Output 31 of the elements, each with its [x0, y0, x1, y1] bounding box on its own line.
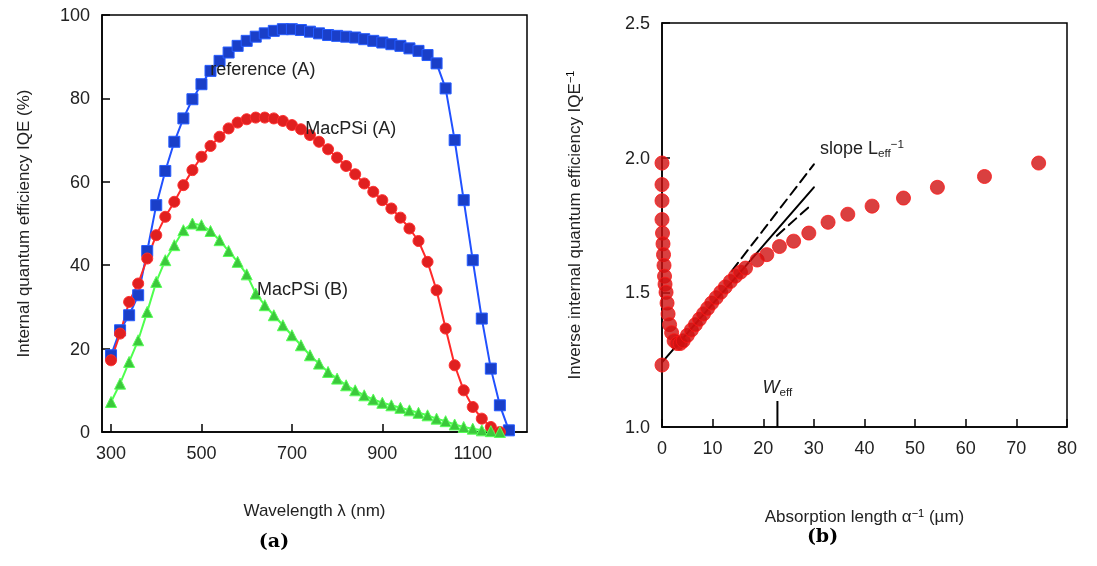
y-tick-label: 2.5: [624, 13, 650, 33]
x-tick-label: 1100: [453, 443, 493, 463]
ref-line-label: Weff: [762, 377, 794, 398]
x-tick-label: 50: [905, 438, 926, 458]
x-tick-label: 10: [702, 438, 723, 458]
x-tick-label: 30: [803, 438, 824, 458]
x-tick-label: 700: [276, 443, 307, 463]
x-tick-label: 20: [753, 438, 774, 458]
series-label: MacPSi (A): [305, 117, 397, 138]
y-tick-label: 80: [69, 88, 90, 109]
y-tick-label: 2.0: [624, 147, 650, 168]
y-axis-title: Inverse internal quantum efficiency IQE−1: [564, 70, 584, 380]
y-tick-label: 40: [69, 255, 90, 276]
x-tick-label: 300: [96, 443, 127, 463]
y-tick-label: 1.0: [624, 417, 650, 437]
x-tick-label: 40: [854, 438, 875, 458]
y-tick-label: 1.5: [624, 282, 650, 303]
x-axis-title: Wavelength λ (nm): [243, 501, 386, 520]
x-tick-label: 70: [1006, 438, 1027, 458]
y-tick-label: 60: [69, 171, 90, 192]
y-tick-label: 20: [69, 338, 90, 359]
text: (a): [258, 528, 290, 551]
series-label: MacPSi (B): [256, 278, 348, 299]
x-tick-label: 900: [367, 443, 398, 463]
y-tick-label: 0: [79, 422, 90, 442]
x-tick-label: 500: [186, 443, 217, 463]
x-tick-label: 80: [1056, 438, 1078, 458]
x-tick-label: 60: [955, 438, 976, 458]
y-tick-label: 100: [59, 5, 90, 25]
x-tick-label: 0: [656, 438, 668, 458]
y-axis-title: Internal quantum efficiency IQE (%): [14, 89, 33, 358]
